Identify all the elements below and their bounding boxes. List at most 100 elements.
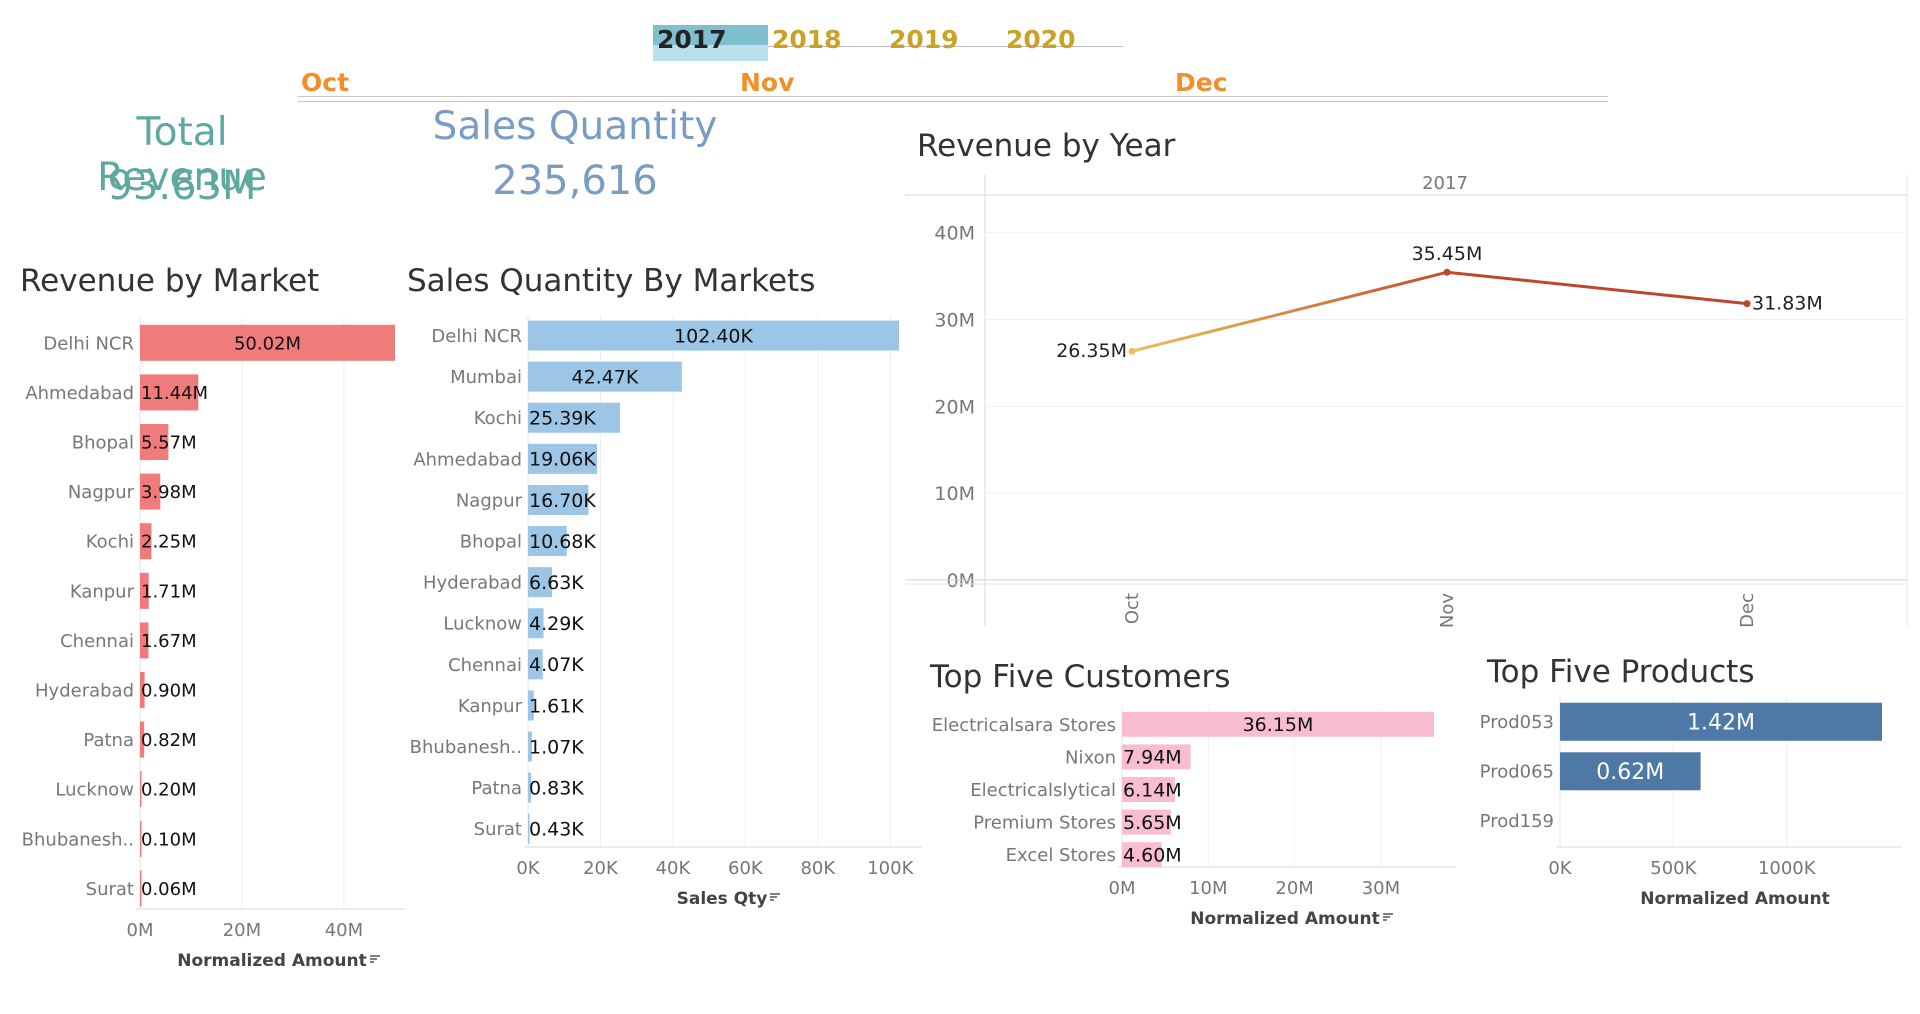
year-option-2019[interactable]: 2019 [889, 25, 959, 54]
y-tick-label-30m: 30M [934, 310, 975, 332]
y-tick-label-40m: 40M [934, 223, 975, 245]
category-label-kochi: Kochi [86, 532, 134, 553]
data-label-delhi-ncr: 102.40K [674, 325, 753, 347]
data-label-electricalsara-stores: 36.15M [1243, 714, 1314, 736]
bar-ahmedabad [140, 374, 199, 411]
category-label-patna: Patna [471, 778, 522, 799]
top-five-customers-title: Top Five Customers [930, 659, 1231, 695]
data-label-mumbai: 42.47K [572, 366, 639, 388]
category-label-hyderabad: Hyderabad [35, 680, 134, 701]
top-five-customers-chart: Electricalsara Stores 36.15M Nixon 7.94M Ele… [932, 708, 1456, 929]
bar-patna [528, 772, 532, 803]
category-label-surat: Surat [86, 879, 134, 900]
x-tick-label-40m: 40M [325, 920, 363, 941]
data-label-ahmedabad: 19.06K [529, 449, 596, 471]
sales-quantity-label: Sales Quantity [432, 104, 718, 149]
category-label-prod053: Prod053 [1480, 712, 1554, 733]
category-label-bhubanesh: Bhubanesh.. [410, 737, 522, 758]
data-label-bhubanesh: 1.07K [529, 736, 584, 758]
data-label-prod065: 0.62M [1596, 760, 1664, 785]
bar-nagpur [140, 473, 161, 510]
bar-surat [140, 870, 142, 907]
x-tick-label-0m: 0M [1109, 878, 1136, 899]
category-label-hyderabad: Hyderabad [423, 573, 522, 594]
data-label-kochi: 25.39K [529, 408, 596, 430]
total-revenue-label: Total Revenue [97, 110, 267, 200]
month-option-dec[interactable]: Dec [1175, 68, 1228, 97]
top-five-products-title: Top Five Products [1487, 654, 1755, 690]
x-tick-label-40k: 40K [656, 858, 692, 879]
data-label-kanpur: 1.71M [141, 581, 197, 602]
bar-bhopal [140, 424, 169, 460]
sales-qty-by-markets-chart: Delhi NCR 102.40K Mumbai 42.47K Kochi 25.39K A… [410, 315, 922, 909]
category-label-premium-stores: Premium Stores [973, 813, 1116, 834]
data-label-kochi: 2.25M [141, 532, 197, 553]
bar-excel-stores [1122, 842, 1162, 868]
category-label-bhubanesh: Bhubanesh.. [22, 829, 134, 850]
category-label-nagpur: Nagpur [68, 482, 135, 503]
data-label-nixon: 7.94M [1123, 747, 1182, 769]
category-label-ahmedabad: Ahmedabad [413, 449, 522, 470]
x-tick-label-20m: 20M [223, 920, 261, 941]
year-option-2020[interactable]: 2020 [1006, 25, 1076, 54]
sales-qty-by-markets-title: Sales Quantity By Markets [407, 263, 816, 299]
bar-patna [140, 721, 145, 758]
total-revenue-value: 93.63M [107, 163, 257, 209]
data-label-premium-stores: 5.65M [1123, 812, 1182, 834]
category-label-chennai: Chennai [60, 631, 134, 652]
sales-quantity-value: 235,616 [492, 158, 658, 204]
bar-prod053 [1560, 702, 1882, 741]
x-tick-label-20k: 20K [583, 858, 619, 879]
bar-kochi [140, 523, 152, 560]
category-label-kanpur: Kanpur [70, 581, 135, 602]
category-label-prod159: Prod159 [1480, 811, 1554, 832]
data-label-hyderabad: 6.63K [529, 572, 584, 594]
data-label-nagpur: 3.98M [141, 482, 197, 503]
revenue-by-year-title: Revenue by Year [917, 128, 1176, 164]
bar-surat [528, 813, 530, 844]
year-filter-selected-bg-light [653, 45, 768, 61]
year-option-2018[interactable]: 2018 [772, 25, 842, 54]
x-tick-label-20m: 20M [1275, 878, 1313, 899]
bar-bhubanesh [140, 820, 142, 857]
revenue-by-market-title: Revenue by Market [20, 263, 320, 299]
category-label-delhi-ncr: Delhi NCR [431, 326, 522, 347]
data-label-lucknow: 0.20M [141, 780, 197, 801]
data-label-nov: 35.45M [1412, 243, 1483, 265]
category-label-lucknow: Lucknow [443, 614, 522, 635]
data-label-prod053: 1.42M [1687, 711, 1755, 736]
bar-hyderabad [528, 567, 553, 598]
year-option-2017[interactable]: 2017 [657, 25, 727, 54]
data-label-surat: 0.06M [141, 879, 197, 900]
bar-bhubanesh [528, 731, 532, 762]
y-tick-label-20m: 20M [934, 396, 975, 418]
data-label-surat: 0.43K [529, 819, 584, 841]
data-label-nagpur: 16.70K [529, 490, 596, 512]
x-tick-label-500k: 500K [1650, 858, 1697, 879]
data-label-patna: 0.82M [141, 730, 197, 751]
bar-premium-stores [1122, 809, 1171, 835]
x-tick-label-30m: 30M [1362, 878, 1400, 899]
data-label-bhopal: 10.68K [529, 531, 596, 553]
data-label-electricalslytical: 6.14M [1123, 779, 1182, 801]
category-label-electricalslytical: Electricalslytical [970, 780, 1116, 801]
year-filter-selected-bg [653, 25, 768, 45]
month-option-oct[interactable]: Oct [301, 68, 350, 97]
month-option-nov[interactable]: Nov [740, 68, 795, 97]
x-tick-label-0m: 0M [127, 920, 154, 941]
bar-nagpur [528, 484, 589, 515]
category-label-kanpur: Kanpur [458, 696, 523, 717]
revenue-by-market-chart: Delhi NCR 50.02M Ahmedabad 11.44M Bhopal 5.57… [22, 318, 406, 971]
data-label-ahmedabad: 11.44M [141, 383, 208, 404]
data-label-patna: 0.83K [529, 777, 584, 799]
bar-hyderabad [140, 672, 145, 708]
bar-lucknow [140, 771, 142, 808]
bar-ahmedabad [528, 443, 598, 474]
data-label-chennai: 4.07K [529, 654, 584, 676]
category-label-lucknow: Lucknow [55, 780, 134, 801]
x-tick-label-60k: 60K [728, 858, 764, 879]
y-tick-label-0m: 0M [947, 570, 975, 592]
category-label-prod065: Prod065 [1480, 762, 1554, 783]
data-label-kanpur: 1.61K [529, 695, 584, 717]
x-tick-label-100k: 100K [867, 858, 914, 879]
